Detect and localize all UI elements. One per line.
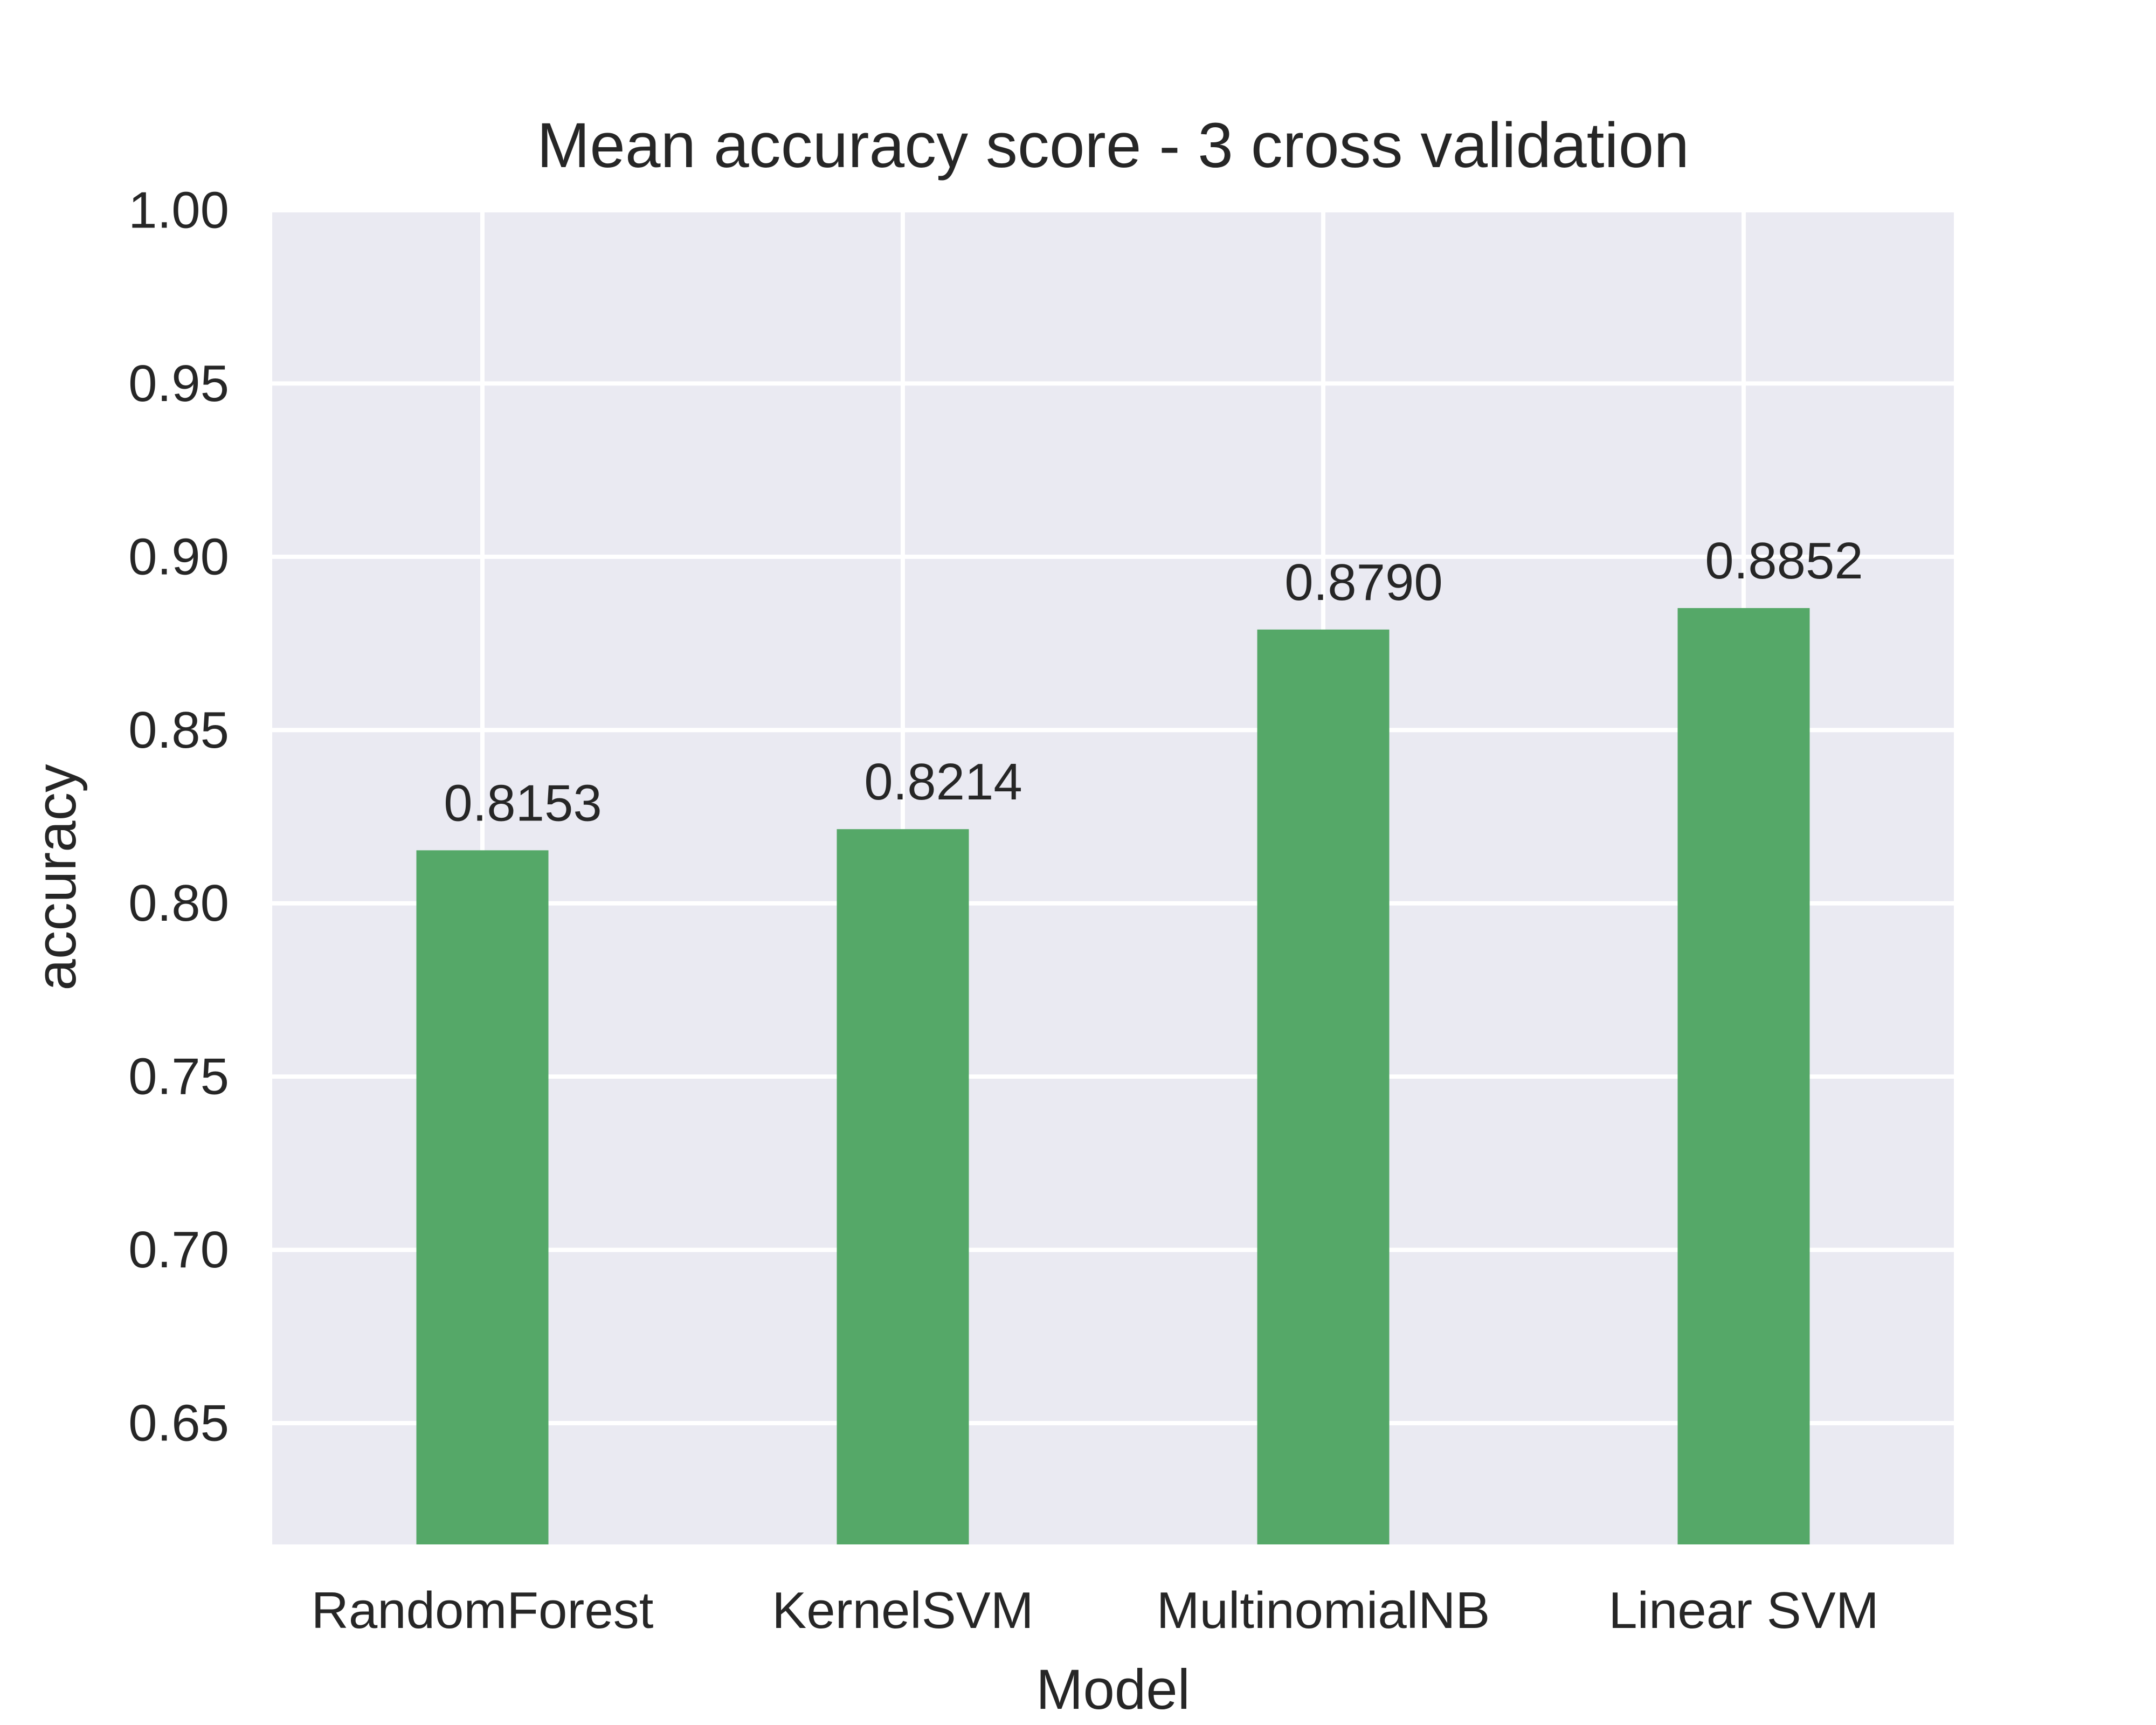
y-tick-label: 0.70 [128,1221,229,1279]
bars [416,608,1810,1544]
x-tick-label: RandomForest [312,1582,654,1639]
x-tick-label: Linear SVM [1608,1582,1879,1639]
y-tick-label: 0.90 [128,528,229,585]
plot-area [272,210,1954,1544]
y-tick-label: 1.00 [128,182,229,239]
y-tick-label: 0.85 [128,701,229,759]
x-tick-label: KernelSVM [772,1582,1034,1639]
bar-linear-svm [1677,608,1810,1544]
y-axis-label: accuracy [25,764,88,991]
bar-multinomialnb [1257,629,1390,1544]
chart-title: Mean accuracy score - 3 cross validation [537,110,1689,181]
y-gridlines [272,208,1954,1425]
bar-randomforest [416,850,549,1544]
y-tick-label: 0.75 [128,1048,229,1106]
y-tick-labels: 0.65 0.70 0.75 0.80 0.85 0.90 0.95 1.00 [128,182,229,1452]
x-tick-labels: RandomForest KernelSVM MultinomialNB Linear… [312,1582,1879,1639]
x-tick-label: MultinomialNB [1157,1582,1490,1639]
data-label: 0.8153 [444,774,602,832]
data-label: 0.8790 [1284,554,1443,611]
y-tick-label: 0.95 [128,355,229,412]
x-axis-label: Model [1036,1658,1190,1721]
y-tick-label: 0.65 [128,1395,229,1452]
data-labels: 0.8153 0.8214 0.8790 0.8852 [444,532,1863,832]
bar-kernelsvm [837,829,969,1544]
data-label: 0.8214 [864,753,1022,811]
data-label: 0.8852 [1705,532,1863,590]
y-tick-label: 0.80 [128,874,229,932]
